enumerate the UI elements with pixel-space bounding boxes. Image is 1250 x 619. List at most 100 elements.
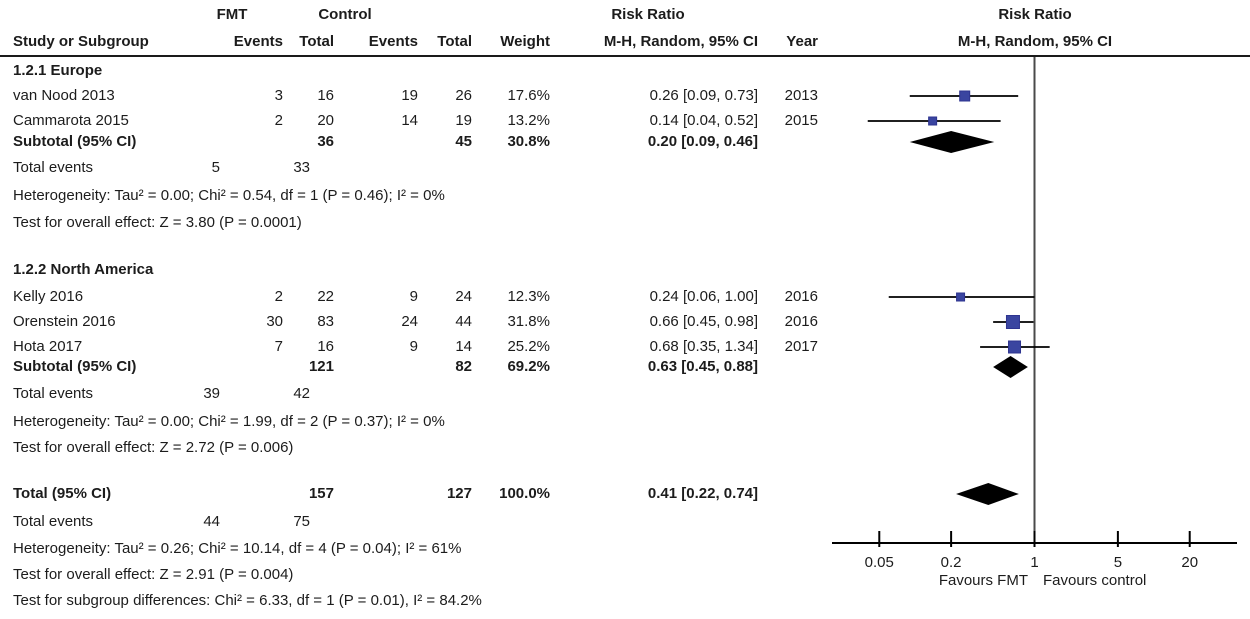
- year-cell: 2013: [784, 87, 818, 104]
- fmt-events-cell: 2: [274, 112, 283, 129]
- group-header-fmt: FMT: [216, 6, 248, 23]
- total-row: Total (95% CI) 157 127 100.0% 0.41 [0.22…: [0, 483, 1250, 505]
- heterogeneity-text: Heterogeneity: Tau² = 0.26; Chi² = 10.14…: [13, 540, 462, 557]
- study-label: Cammarota 2015: [13, 112, 129, 129]
- study-row: Orenstein 2016 30 83 24 44 31.8% 0.66 [0…: [0, 311, 1250, 333]
- study-label: Kelly 2016: [13, 288, 84, 305]
- ctrl-events-cell: 14: [401, 112, 418, 129]
- fmt-total-cell: 16: [317, 338, 334, 355]
- study-row: Cammarota 2015 2 20 14 19 13.2% 0.14 [0.…: [0, 110, 1250, 132]
- ctrl-total-cell: 82: [455, 358, 472, 375]
- header-rule: [0, 55, 1250, 57]
- col-header-year: Year: [786, 33, 818, 50]
- fmt-total-cell: 22: [317, 288, 334, 305]
- risk-ratio-cell: 0.63 [0.45, 0.88]: [647, 358, 758, 375]
- study-label: Orenstein 2016: [13, 313, 116, 330]
- ctrl-total-cell: 127: [446, 485, 472, 502]
- col-header-mh-ci-right: M-H, Random, 95% CI: [957, 33, 1113, 50]
- total-events-row: Total events 39 42: [0, 383, 1250, 405]
- weight-cell: 25.2%: [507, 338, 550, 355]
- weight-cell: 69.2%: [507, 358, 550, 375]
- total-label: Total (95% CI): [13, 485, 112, 502]
- fmt-total-cell: 20: [317, 112, 334, 129]
- ctrl-total-cell: 24: [455, 288, 472, 305]
- study-label: van Nood 2013: [13, 87, 115, 104]
- fmt-events-cell: 7: [274, 338, 283, 355]
- subtotal-row: Subtotal (95% CI) 121 82 69.2% 0.63 [0.4…: [0, 356, 1250, 378]
- ctrl-total-events-cell: 75: [293, 513, 310, 530]
- study-row: van Nood 2013 3 16 19 26 17.6% 0.26 [0.0…: [0, 85, 1250, 107]
- fmt-total-cell: 36: [317, 133, 334, 150]
- risk-ratio-cell: 0.68 [0.35, 1.34]: [649, 338, 758, 355]
- subtotal-row: Subtotal (95% CI) 36 45 30.8% 0.20 [0.09…: [0, 131, 1250, 153]
- subgroup-header-row: 1.2.2 North America: [0, 259, 1250, 281]
- total-events-label: Total events: [13, 513, 94, 530]
- fmt-total-events-cell: 5: [211, 159, 220, 176]
- overall-effect-text: Test for overall effect: Z = 2.91 (P = 0…: [13, 566, 294, 583]
- overall-effect-text: Test for overall effect: Z = 2.72 (P = 0…: [13, 439, 294, 456]
- weight-cell: 12.3%: [507, 288, 550, 305]
- fmt-events-cell: 2: [274, 288, 283, 305]
- group-header-control: Control: [318, 6, 372, 23]
- year-cell: 2017: [784, 338, 818, 355]
- ctrl-events-cell: 24: [401, 313, 418, 330]
- col-header-mh-ci-left: M-H, Random, 95% CI: [603, 33, 758, 50]
- col-header-total-fmt: Total: [299, 33, 334, 50]
- col-header-events-fmt: Events: [233, 33, 283, 50]
- risk-ratio-header-left: Risk Ratio: [611, 6, 685, 23]
- heterogeneity-row: Heterogeneity: Tau² = 0.00; Chi² = 0.54,…: [0, 185, 1250, 207]
- overall-effect-row: Test for overall effect: Z = 2.91 (P = 0…: [0, 564, 1250, 586]
- ctrl-total-cell: 26: [455, 87, 472, 104]
- study-row: Kelly 2016 2 22 9 24 12.3% 0.24 [0.06, 1…: [0, 286, 1250, 308]
- overall-effect-row: Test for overall effect: Z = 3.80 (P = 0…: [0, 212, 1250, 234]
- fmt-total-events-cell: 44: [203, 513, 220, 530]
- risk-ratio-cell: 0.66 [0.45, 0.98]: [649, 313, 758, 330]
- risk-ratio-header-right: Risk Ratio: [998, 6, 1072, 23]
- ctrl-total-events-cell: 33: [293, 159, 310, 176]
- col-header-study: Study or Subgroup: [13, 33, 149, 50]
- heterogeneity-row: Heterogeneity: Tau² = 0.00; Chi² = 1.99,…: [0, 411, 1250, 433]
- fmt-total-cell: 121: [308, 358, 334, 375]
- col-header-events-ctrl: Events: [368, 33, 418, 50]
- ctrl-total-cell: 45: [455, 133, 472, 150]
- subgroup-differences-row: Test for subgroup differences: Chi² = 6.…: [0, 590, 1250, 612]
- weight-cell: 13.2%: [507, 112, 550, 129]
- total-events-row: Total events 5 33: [0, 157, 1250, 179]
- ctrl-total-cell: 44: [455, 313, 472, 330]
- fmt-total-cell: 83: [317, 313, 334, 330]
- weight-cell: 30.8%: [507, 133, 550, 150]
- fmt-events-cell: 3: [274, 87, 283, 104]
- risk-ratio-cell: 0.20 [0.09, 0.46]: [647, 133, 758, 150]
- study-label: Hota 2017: [13, 338, 83, 355]
- weight-cell: 100.0%: [499, 485, 550, 502]
- risk-ratio-cell: 0.41 [0.22, 0.74]: [647, 485, 758, 502]
- heterogeneity-row: Heterogeneity: Tau² = 0.26; Chi² = 10.14…: [0, 538, 1250, 560]
- col-header-total-ctrl: Total: [437, 33, 472, 50]
- subgroup-header-row: 1.2.1 Europe: [0, 60, 1250, 82]
- weight-cell: 31.8%: [507, 313, 550, 330]
- overall-effect-text: Test for overall effect: Z = 3.80 (P = 0…: [13, 214, 302, 231]
- total-events-label: Total events: [13, 385, 94, 402]
- year-cell: 2016: [784, 288, 818, 305]
- subgroup-name: 1.2.1 Europe: [13, 62, 103, 79]
- total-events-row: Total events 44 75: [0, 511, 1250, 533]
- year-cell: 2015: [784, 112, 818, 129]
- ctrl-events-cell: 9: [409, 338, 418, 355]
- subtotal-label: Subtotal (95% CI): [13, 133, 137, 150]
- risk-ratio-cell: 0.14 [0.04, 0.52]: [649, 112, 758, 129]
- ctrl-events-cell: 19: [401, 87, 418, 104]
- heterogeneity-text: Heterogeneity: Tau² = 0.00; Chi² = 0.54,…: [13, 187, 445, 204]
- heterogeneity-text: Heterogeneity: Tau² = 0.00; Chi² = 1.99,…: [13, 413, 445, 430]
- fmt-total-cell: 16: [317, 87, 334, 104]
- fmt-events-cell: 30: [266, 313, 283, 330]
- weight-cell: 17.6%: [507, 87, 550, 104]
- study-row: Hota 2017 7 16 9 14 25.2% 0.68 [0.35, 1.…: [0, 336, 1250, 358]
- year-cell: 2016: [784, 313, 818, 330]
- risk-ratio-cell: 0.26 [0.09, 0.73]: [649, 87, 758, 104]
- ctrl-events-cell: 9: [409, 288, 418, 305]
- ctrl-total-cell: 19: [455, 112, 472, 129]
- total-events-label: Total events: [13, 159, 94, 176]
- subgroup-name: 1.2.2 North America: [13, 261, 154, 278]
- overall-effect-row: Test for overall effect: Z = 2.72 (P = 0…: [0, 437, 1250, 459]
